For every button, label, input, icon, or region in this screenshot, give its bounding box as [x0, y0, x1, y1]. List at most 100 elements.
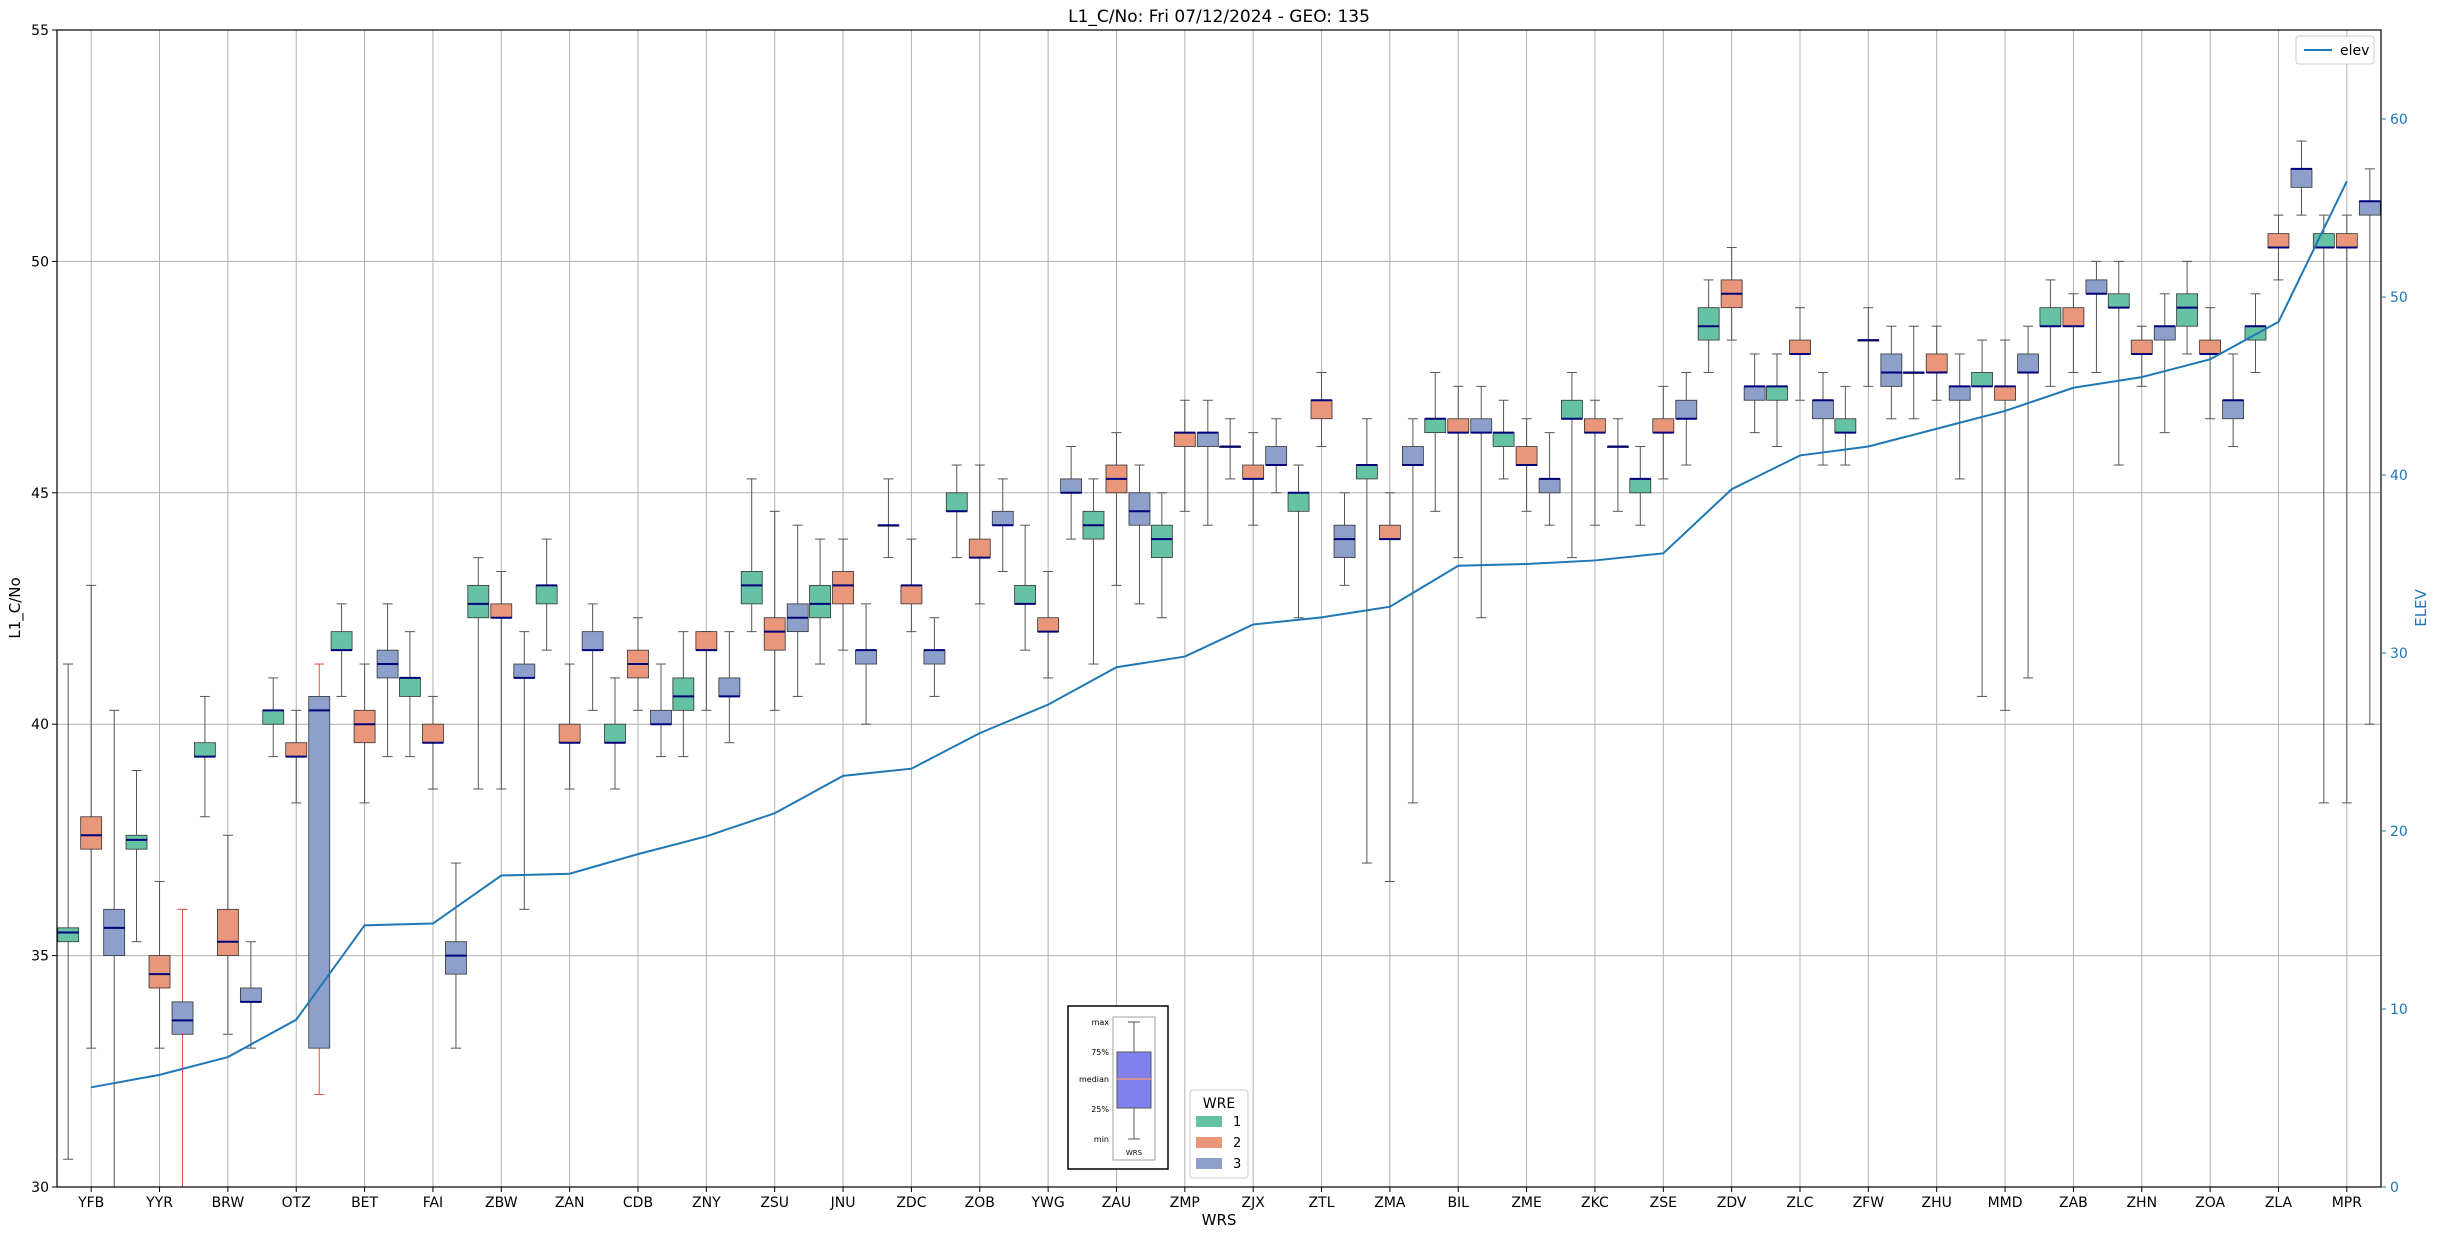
box	[1447, 418, 1470, 434]
x-tick-label: OTZ	[282, 1195, 311, 1211]
boxplot-yfb-wre1	[57, 663, 80, 1160]
box	[1812, 399, 1834, 420]
key-label-q3: 75%	[1091, 1048, 1109, 1057]
legend-label-2: 2	[1233, 1136, 1241, 1151]
box	[1037, 617, 1060, 633]
x-tick-label: BET	[351, 1195, 378, 1211]
x-tick-label: ZME	[1511, 1195, 1542, 1211]
boxplot-bil-wre1	[1424, 371, 1447, 512]
box	[1743, 385, 1766, 401]
box	[148, 955, 171, 989]
box	[535, 584, 558, 605]
x-tick-label: YFB	[77, 1195, 104, 1211]
x-tick-label: MMD	[1988, 1195, 2023, 1211]
boxplot-cdb-wre3	[650, 663, 672, 758]
y-tick-label: 45	[31, 486, 49, 502]
box	[1242, 464, 1265, 480]
box	[1150, 524, 1173, 558]
box	[262, 709, 285, 725]
boxplot-zmp-wre1	[1150, 492, 1173, 619]
legend-swatch-3	[1196, 1158, 1222, 1169]
x-tick-label: ZOA	[2195, 1195, 2225, 1211]
x-tick-label: ZMP	[1170, 1195, 1200, 1211]
boxplot-zmp-wre2	[1173, 399, 1196, 512]
boxplot-zjx-wre2	[1242, 432, 1265, 526]
chart-title: L1_C/No: Fri 07/12/2024 - GEO: 135	[1068, 7, 1370, 27]
box	[1629, 478, 1652, 494]
box	[57, 927, 80, 943]
x-tick-label: ZJX	[1242, 1195, 1266, 1211]
boxplot-zhn-wre2	[2130, 325, 2153, 387]
box	[1333, 524, 1356, 558]
box	[855, 649, 877, 665]
boxplot-zfw-wre1	[1834, 385, 1857, 466]
box	[1128, 492, 1151, 526]
boxplot-yyr-wre2	[148, 881, 171, 1049]
box	[1378, 524, 1401, 540]
boxplot-otz-wre3	[308, 663, 331, 1095]
box	[2130, 339, 2153, 355]
box	[308, 696, 331, 1049]
boxplot-zan-wre2	[558, 663, 581, 790]
boxplot-zlc-wre1	[1766, 353, 1788, 448]
boxplot-zhn-wre3	[2153, 293, 2176, 434]
box	[832, 571, 854, 605]
x-tick-label: ZAU	[1102, 1195, 1131, 1211]
x-tick-label: BRW	[212, 1195, 245, 1211]
box	[1584, 418, 1606, 434]
box	[1014, 584, 1037, 605]
box	[581, 631, 604, 651]
box	[171, 1001, 194, 1035]
x-tick-label: ZLC	[1786, 1195, 1813, 1211]
box	[2199, 339, 2222, 355]
box	[718, 677, 741, 697]
boxplot-otz-wre2	[285, 709, 308, 804]
boxplot-fai-wre2	[422, 695, 444, 790]
boxplot-bil-wre2	[1447, 385, 1470, 559]
x-axis-label: WRS	[1202, 1211, 1237, 1229]
boxplot-brw-wre1	[193, 695, 216, 818]
box	[763, 617, 786, 651]
boxplot-zbw-wre1	[467, 557, 490, 790]
boxplot-bet-wre1	[330, 603, 353, 697]
box	[1310, 399, 1333, 420]
box	[1424, 418, 1447, 434]
box	[422, 723, 444, 744]
box	[2062, 307, 2085, 327]
box	[945, 492, 968, 512]
boxplot-yyr-wre3	[171, 908, 194, 1188]
boxplot-ztl-wre1	[1287, 464, 1310, 619]
boxplot-zla-wre2	[2267, 214, 2290, 281]
boxplot-zdv-wre2	[1720, 247, 1743, 341]
box	[2176, 293, 2199, 327]
boxplot-bet-wre3	[376, 603, 399, 758]
x-tick-label: BIL	[1447, 1195, 1469, 1211]
box	[285, 742, 308, 757]
boxplot-zoa-wre2	[2199, 307, 2222, 420]
x-tick-label: ZSU	[760, 1195, 789, 1211]
box	[1196, 432, 1219, 447]
box	[991, 510, 1014, 526]
y2-tick-label: 20	[2390, 824, 2408, 840]
boxplot-zma-wre2	[1378, 492, 1401, 883]
boxplot-zhu-wre1	[1902, 325, 1925, 420]
boxplot-zob-wre1	[945, 464, 968, 559]
box	[2017, 353, 2039, 373]
legend-label-1: 1	[1233, 1115, 1241, 1130]
wre-legend: WRE 1 2 3	[1189, 1089, 1249, 1179]
boxplot-zsu-wre3	[786, 524, 809, 697]
elev-line-group	[90, 180, 2348, 1089]
box	[193, 742, 216, 757]
box	[1789, 339, 1811, 355]
box	[740, 571, 763, 605]
boxplot-zkc-wre3	[1607, 418, 1629, 512]
boxplot-bil-wre3	[1470, 385, 1493, 619]
boxplot-mmd-wre2	[1994, 339, 2016, 711]
legend-swatch-1	[1196, 1116, 1222, 1127]
box	[2335, 233, 2358, 248]
boxplot-ywg-wre3	[1060, 446, 1083, 540]
boxplot-key: max 75% median 25% min WRS	[1067, 1005, 1169, 1170]
y-tick-label: 35	[31, 949, 49, 965]
x-tick-label: ZBW	[485, 1195, 518, 1211]
boxplot-zkc-wre1	[1561, 371, 1583, 559]
